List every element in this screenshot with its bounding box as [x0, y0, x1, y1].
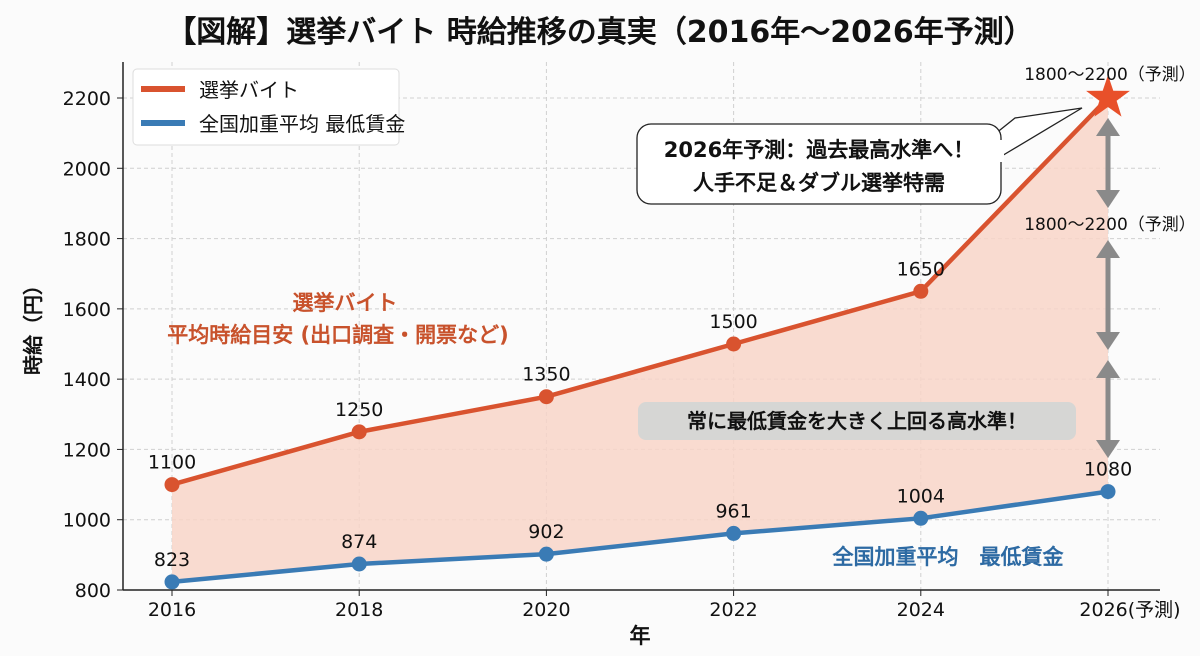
minwage-point-label: 902 — [528, 521, 564, 543]
y-tick-label: 1400 — [63, 369, 111, 391]
arrow-head-down — [1096, 190, 1120, 208]
x-tick-label: 2016 — [148, 599, 196, 621]
arrow-head-up — [1096, 360, 1120, 378]
election-point-label: 1650 — [897, 258, 945, 280]
minwage-point — [351, 556, 367, 572]
legend: 選挙バイト 全国加重平均 最低賃金 — [132, 68, 405, 146]
highlight-pill: 常に最低賃金を大きく上回る高水準！ — [638, 402, 1076, 440]
minwage-point-label: 1004 — [897, 485, 945, 507]
x-tick-label: 2022 — [709, 599, 757, 621]
minwage-line — [171, 489, 1109, 585]
election-point-label: 1250 — [335, 399, 383, 421]
election-point-label: 1350 — [522, 364, 570, 386]
x-tick-label: 2020 — [522, 599, 570, 621]
y-tick-label: 1000 — [63, 510, 111, 532]
minwage-point — [538, 546, 554, 562]
legend-label-minwage: 全国加重平均 最低賃金 — [199, 112, 405, 136]
y-tick-label: 1800 — [63, 229, 111, 251]
legend-label-election: 選挙バイト — [199, 78, 299, 102]
star-marker — [1086, 75, 1130, 117]
minwage-label: 全国加重平均 最低賃金 — [832, 545, 1065, 569]
y-tick-label: 800 — [75, 580, 111, 602]
minwage-point — [164, 574, 180, 590]
minwage-point — [1100, 484, 1116, 500]
axes: 800 1000 1200 1400 1600 1800 2000 2200 2016 2018 2… — [63, 62, 1181, 621]
minwage-point-label: 874 — [341, 531, 377, 553]
x-tick-label: 2024 — [897, 599, 945, 621]
callout: 2026年予測：過去最高水準へ！ 人手不足＆ダブル選挙特需 — [636, 107, 1083, 205]
range-label: 1800〜2200（予測） — [1024, 215, 1196, 235]
y-tick-label: 1200 — [63, 439, 111, 461]
minwage-point-label: 1080 — [1084, 459, 1132, 481]
election-point-label: 1500 — [709, 311, 757, 333]
election-point-label: 1100 — [148, 452, 196, 474]
arrow-head-down — [1096, 440, 1120, 458]
y-tick-label: 2200 — [63, 88, 111, 110]
y-axis-label: 時給（円） — [21, 275, 45, 375]
election-point — [913, 283, 929, 299]
minwage-point — [726, 525, 742, 541]
election-point — [538, 389, 554, 405]
series: 1100 1250 1350 1500 1650 823 874 902 961 1004 1080 — [148, 75, 1132, 590]
callout-line-1: 2026年予測：過去最高水準へ！ — [664, 138, 974, 162]
highlight-text: 常に最低賃金を大きく上回る高水準！ — [687, 409, 1027, 433]
orange-label-line-1: 選挙バイト — [293, 291, 398, 315]
arrow-head-down — [1096, 332, 1120, 350]
orange-label-line-2: 平均時給目安 (出口調査・開票など) — [167, 323, 509, 347]
y-tick-label: 1600 — [63, 299, 111, 321]
star-label: 1800〜2200（予測） — [1024, 65, 1196, 85]
arrow-head-up — [1096, 240, 1120, 258]
callout-line-2: 人手不足＆ダブル選挙特需 — [693, 171, 945, 195]
election-point — [726, 336, 742, 352]
minwage-point-label: 961 — [715, 500, 751, 522]
arrow-head-up — [1096, 118, 1120, 136]
minwage-point-label: 823 — [154, 549, 190, 571]
range-arrows — [1096, 118, 1120, 458]
y-tick-label: 2000 — [63, 158, 111, 180]
minwage-point — [913, 510, 929, 526]
x-axis-label: 年 — [630, 624, 651, 648]
chart-title: 【図解】選挙バイト 時給推移の真実（2016年〜2026年予測） — [166, 15, 1033, 50]
election-point — [164, 477, 180, 493]
x-tick-label: 2026(予測) — [1079, 599, 1180, 621]
election-point — [351, 424, 367, 440]
fill-between-area — [172, 98, 1108, 582]
x-tick-label: 2018 — [335, 599, 383, 621]
election-line — [171, 96, 1110, 487]
